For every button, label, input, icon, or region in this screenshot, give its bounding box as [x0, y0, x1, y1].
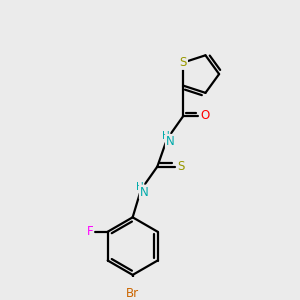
Text: Br: Br: [126, 287, 139, 300]
Text: N: N: [140, 186, 148, 199]
Text: S: S: [180, 56, 187, 69]
Text: H: H: [162, 131, 170, 141]
Text: O: O: [200, 110, 209, 122]
Text: S: S: [178, 160, 185, 173]
Text: F: F: [87, 225, 93, 238]
Text: N: N: [166, 135, 175, 148]
Text: H: H: [136, 182, 143, 192]
